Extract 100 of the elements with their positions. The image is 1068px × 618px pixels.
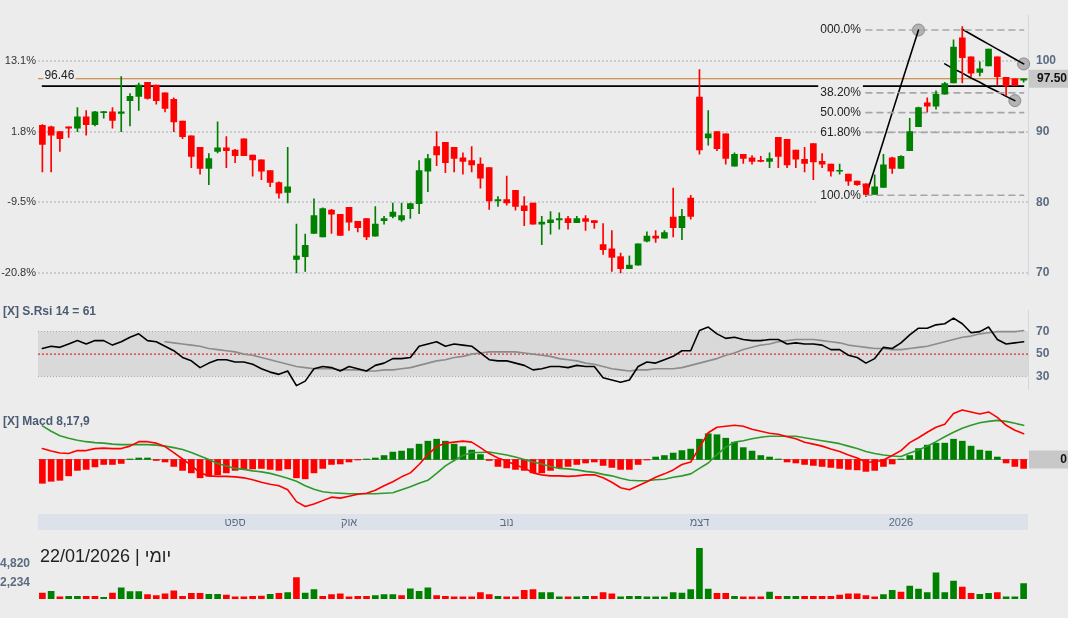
bar [652, 456, 659, 460]
bar [818, 459, 826, 467]
bar [713, 593, 721, 599]
bar [1020, 583, 1027, 599]
y-tick-label: 70 [1036, 265, 1050, 280]
bar [704, 433, 712, 460]
x-tick-label: 2026 [888, 515, 914, 528]
bar [196, 593, 204, 599]
bar [591, 459, 598, 463]
candlestick [555, 212, 563, 230]
bar [976, 449, 984, 460]
candlestick [284, 146, 292, 204]
candlestick [126, 93, 134, 127]
bar [56, 459, 64, 481]
bar [722, 593, 730, 599]
bar [258, 459, 265, 469]
x-tick-label: דצמ [689, 515, 710, 528]
annotation: יומי | 22/01/2026 [40, 546, 172, 567]
bar [82, 596, 90, 599]
candlestick [100, 110, 108, 119]
ref-line-label: 97.50 [1036, 71, 1068, 86]
bar [47, 459, 55, 482]
y-tick-label: 2,234 [0, 575, 31, 589]
bar [634, 596, 642, 599]
bar [538, 592, 546, 599]
bar [65, 459, 72, 477]
bar [301, 592, 309, 599]
bar [363, 596, 370, 599]
bar [144, 457, 151, 460]
bar [958, 440, 966, 460]
bar [477, 592, 484, 599]
bar [906, 585, 914, 599]
bar [941, 442, 949, 460]
bar [757, 455, 765, 460]
bar [100, 596, 108, 599]
bar [398, 450, 405, 460]
bar [275, 593, 283, 599]
bar [161, 593, 169, 599]
bar [678, 450, 686, 460]
bar [284, 592, 292, 599]
bar [608, 459, 616, 468]
series-label: 38.20% [820, 85, 862, 100]
candlestick [117, 76, 125, 133]
bar [187, 459, 195, 474]
bar [82, 459, 90, 470]
bar [766, 591, 773, 599]
bar [223, 594, 230, 599]
bar [853, 593, 861, 599]
bar [967, 445, 975, 460]
bar [617, 459, 624, 470]
candlestick [704, 110, 712, 146]
bar [442, 440, 449, 460]
chart-title: [X] S.Rsi 14 = 61 [3, 304, 97, 318]
candlestick [669, 187, 677, 238]
bar [389, 451, 397, 460]
bar [669, 452, 677, 460]
bar [748, 450, 756, 460]
chart-title: [X] Macd 8,17,9 [3, 414, 91, 428]
bar [354, 596, 362, 599]
bar [1011, 459, 1019, 467]
bar [152, 595, 160, 599]
bar [293, 459, 300, 479]
y-tick-label: 80 [1036, 194, 1050, 209]
bar [117, 587, 125, 599]
bar [371, 595, 379, 599]
bar [39, 459, 46, 484]
bar [328, 594, 335, 599]
bar [284, 459, 292, 470]
bar [442, 596, 449, 599]
bar [608, 593, 616, 599]
y-tick-label: 4,820 [0, 556, 31, 571]
bar [836, 459, 843, 469]
bar [774, 596, 782, 599]
bar [661, 455, 668, 460]
bar [801, 596, 808, 599]
ref-line-label: 0 [1060, 451, 1068, 466]
bar [923, 592, 931, 599]
bar [836, 594, 843, 599]
bar [126, 591, 134, 599]
bar [485, 594, 493, 599]
bar [599, 592, 607, 599]
series-label: 61.80% [820, 124, 862, 139]
bar [766, 456, 773, 460]
candlestick [47, 125, 55, 173]
bar [932, 572, 940, 599]
bar [958, 586, 966, 599]
bar [994, 456, 1001, 460]
bar [880, 459, 887, 467]
bar [810, 459, 817, 466]
bar [810, 596, 817, 599]
bar [634, 459, 642, 465]
bar [144, 594, 151, 599]
bar [477, 454, 484, 460]
bar [994, 592, 1001, 599]
bar [582, 459, 589, 464]
bar [117, 459, 125, 464]
bar [739, 447, 747, 460]
bar [827, 596, 835, 599]
candlestick [520, 196, 528, 226]
bar [319, 596, 327, 599]
